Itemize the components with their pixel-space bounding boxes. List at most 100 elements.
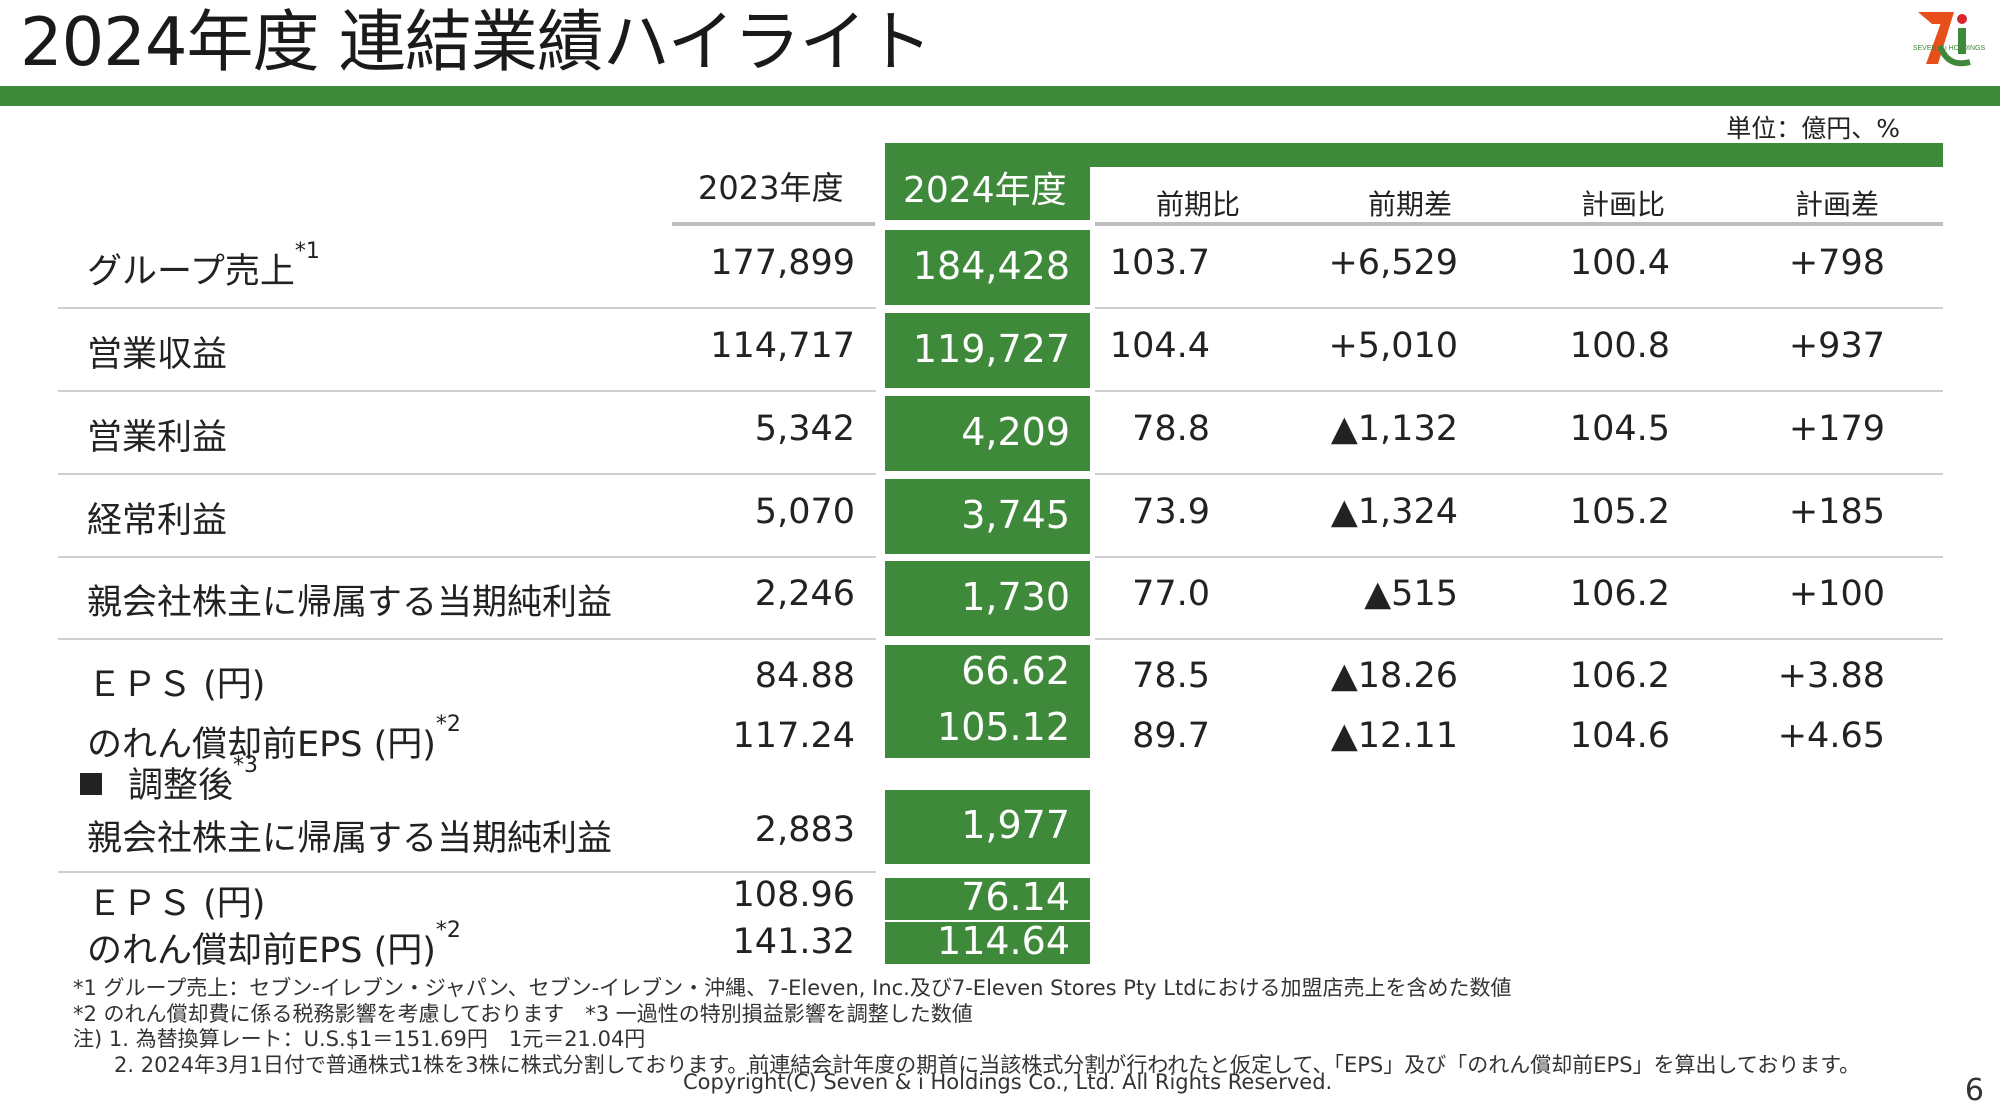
header-yoy-ratio: 前期比 [1156, 188, 1241, 221]
header-underline-right [1095, 222, 1943, 226]
row-plan-diff: +3.88 [1777, 656, 1885, 696]
row-yoy-ratio: 103.7 [1109, 243, 1210, 283]
copyright: Copyright(C) Seven & i Holdings Co., Ltd… [683, 1070, 1333, 1094]
row-plan-ratio: 106.2 [1569, 574, 1670, 614]
row-plan-ratio: 100.8 [1569, 326, 1670, 366]
row-current-box: 119,727 [885, 313, 1090, 388]
row-label-text: 親会社株主に帰属する当期純利益 [87, 583, 613, 623]
row-prev-value: 114,717 [710, 326, 855, 366]
company-logo: SEVEN & i HOLDINGS [1913, 12, 1986, 67]
page-title: 2024年度 連結業績ハイライト [20, 3, 932, 81]
row-yoy-diff: ▲1,324 [1330, 492, 1458, 532]
adjusted-row-current-box: 114.64 [885, 919, 1090, 964]
row-label-text: グループ売上 [87, 252, 295, 292]
row-plan-ratio: 100.4 [1569, 243, 1670, 283]
header-2023: 2023年度 [698, 169, 844, 207]
footnote-4: 2. 2024年3月1日付で普通株式1株を3株に株式分割しております。前連結会計… [114, 1053, 1861, 1077]
row-current-value: 119,727 [912, 326, 1070, 371]
adjusted-row-label: 親会社株主に帰属する当期純利益 [87, 810, 612, 861]
header-2024: 2024年度 [903, 170, 1067, 211]
adjusted-row-current-value: 1,977 [961, 803, 1070, 847]
row-plan-ratio: 104.5 [1569, 409, 1670, 449]
footnote-1: *1 グループ売上：セブン‐イレブン・ジャパン、セブン‐イレブン・沖縄、7-El… [73, 976, 1512, 1000]
row-yoy-diff: ▲18.26 [1330, 656, 1458, 696]
header-underline-prev [672, 222, 875, 226]
row-divider-right [1095, 638, 1943, 640]
row-current-value: 184,428 [912, 243, 1070, 288]
row-label: のれん償却前EPS (円)*2 [87, 712, 461, 767]
row-divider-right [1095, 390, 1943, 392]
row-plan-diff: +937 [1788, 326, 1885, 366]
adjusted-row-label-text: のれん償却前EPS (円) [87, 931, 436, 971]
row-divider-left [58, 390, 876, 392]
row-prev-value: 177,899 [710, 243, 855, 283]
row-label-text: のれん償却前EPS (円) [87, 725, 436, 765]
adjusted-row-label-text: 親会社株主に帰属する当期純利益 [87, 819, 613, 859]
row-current-value: 3,745 [961, 492, 1070, 537]
row-prev-value: 117.24 [732, 716, 855, 756]
row-label-text: 経常利益 [87, 501, 228, 541]
row-divider-right [1095, 473, 1943, 475]
header-green-strip [885, 143, 1943, 167]
row-plan-ratio: 105.2 [1569, 492, 1670, 532]
row-yoy-diff: ▲12.11 [1330, 716, 1458, 756]
header-plan-diff: 計画差 [1795, 188, 1880, 221]
row-divider-right [1095, 307, 1943, 309]
square-bullet-icon [80, 773, 102, 795]
row-yoy-ratio: 104.4 [1109, 326, 1210, 366]
row-yoy-ratio: 78.5 [1132, 656, 1210, 696]
row-yoy-diff: ▲1,132 [1330, 409, 1458, 449]
unit-label: 単位：億円、% [1726, 114, 1900, 143]
row-yoy-ratio: 77.0 [1132, 574, 1210, 614]
adjusted-heading-sup: *3 [233, 753, 259, 778]
row-plan-diff: +100 [1788, 574, 1885, 614]
row-plan-diff: +179 [1788, 409, 1885, 449]
row-label: ＥＰＳ (円) [87, 656, 265, 707]
row-current-box: 4,209 [885, 396, 1090, 471]
adjusted-heading-text: 調整後 [128, 766, 234, 806]
row-current-box: 1,730 [885, 561, 1090, 636]
row-label-text: 営業利益 [87, 418, 228, 458]
row-label: 親会社株主に帰属する当期純利益 [87, 574, 612, 625]
row-divider-left [58, 556, 876, 558]
row-prev-value: 84.88 [754, 656, 855, 696]
adjusted-row-current-box: 76.14 [885, 875, 1090, 920]
row-prev-value: 5,342 [754, 409, 855, 449]
row-current-value: 1,730 [961, 574, 1070, 619]
row-divider-left [58, 307, 876, 309]
row-plan-ratio: 106.2 [1569, 656, 1670, 696]
row-plan-diff: +185 [1788, 492, 1885, 532]
adjusted-row-label-text: ＥＰＳ (円) [87, 884, 266, 924]
row-divider-left [58, 638, 876, 640]
adjusted-row-prev: 141.32 [732, 922, 855, 962]
adjusted-row-current-value: 114.64 [937, 919, 1070, 963]
row-current-box: 105.12 [885, 700, 1090, 758]
adjusted-row-label-sup: *2 [435, 918, 461, 943]
row-label-sup: *1 [294, 239, 320, 264]
footnote-2: *2 のれん償却費に係る税務影響を考慮しております *3 一過性の特別損益影響を… [73, 1002, 973, 1026]
row-prev-value: 2,246 [754, 574, 855, 614]
row-divider-left [58, 473, 876, 475]
adjusted-row-current-value: 76.14 [961, 875, 1070, 919]
header-bar [0, 86, 2000, 106]
row-current-value: 66.62 [961, 648, 1070, 693]
row-divider-right [1095, 556, 1943, 558]
row-label: 営業収益 [87, 326, 227, 377]
adjusted-row-prev: 108.96 [732, 875, 855, 915]
adjusted-row-label: のれん償却前EPS (円)*2 [87, 918, 461, 973]
row-current-box: 66.62 [885, 645, 1090, 700]
row-current-value: 4,209 [961, 409, 1070, 454]
header-yoy-diff: 前期差 [1368, 188, 1453, 221]
row-yoy-ratio: 89.7 [1132, 716, 1210, 756]
row-yoy-ratio: 78.8 [1132, 409, 1210, 449]
row-plan-ratio: 104.6 [1569, 716, 1670, 756]
adjusted-row-prev: 2,883 [754, 810, 855, 850]
row-yoy-diff: +6,529 [1328, 243, 1458, 283]
row-label: 経常利益 [87, 492, 227, 543]
row-yoy-ratio: 73.9 [1132, 492, 1210, 532]
adjusted-divider [58, 871, 876, 873]
row-label: グループ売上*1 [87, 239, 320, 294]
svg-text:SEVEN & i HOLDINGS: SEVEN & i HOLDINGS [1913, 45, 1986, 52]
header-plan-ratio: 計画比 [1581, 188, 1666, 221]
footnote-3: 注) 1. 為替換算レート：U.S.$1＝151.69円 1元＝21.04円 [73, 1027, 646, 1051]
